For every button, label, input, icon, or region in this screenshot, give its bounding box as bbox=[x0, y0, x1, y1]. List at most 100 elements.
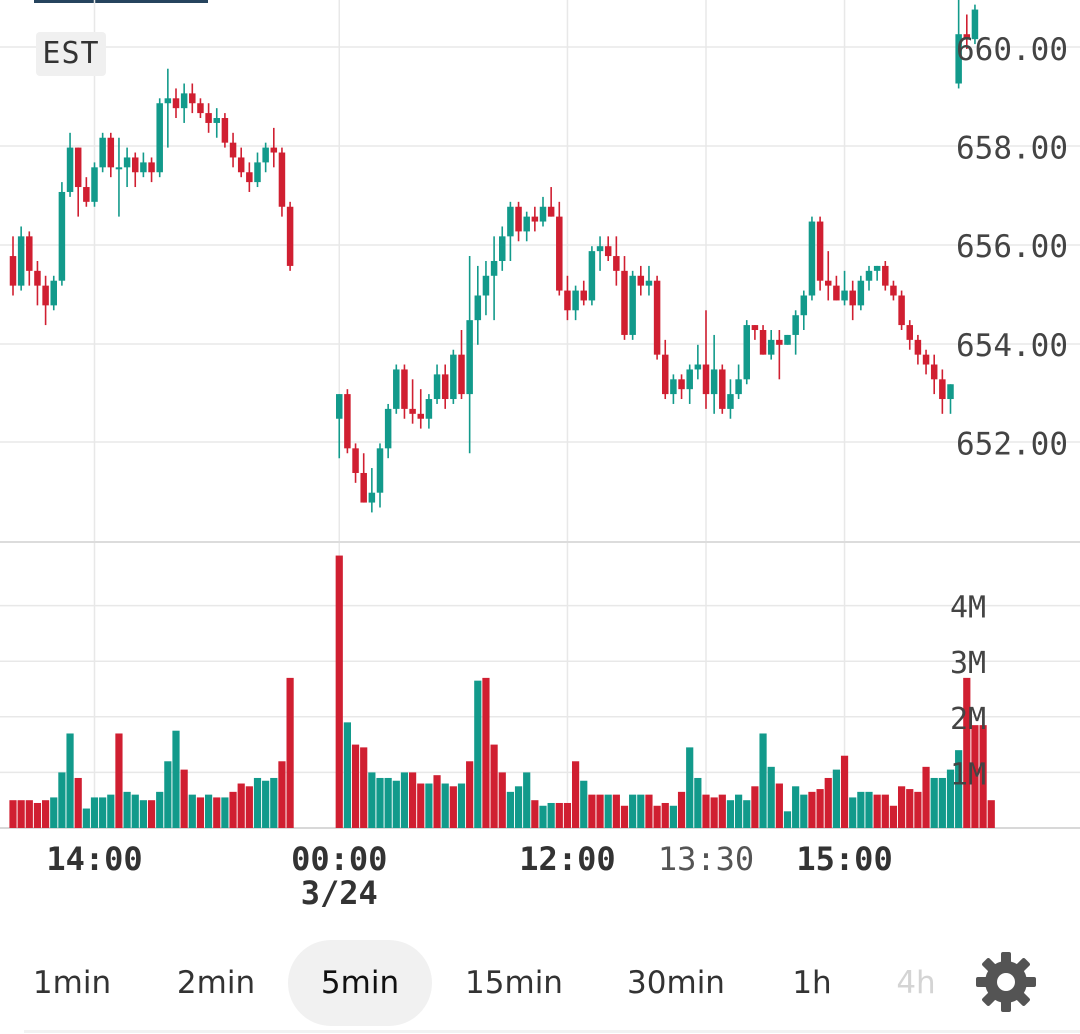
candle-body bbox=[670, 379, 677, 395]
volume-bar bbox=[840, 755, 849, 828]
volume-bar bbox=[588, 794, 596, 828]
volume-bar bbox=[433, 775, 441, 828]
price-tick-label: 658.00 bbox=[956, 131, 1068, 167]
timezone-badge[interactable]: EST bbox=[36, 32, 106, 76]
candle-body bbox=[197, 103, 204, 114]
candle-body bbox=[91, 167, 98, 202]
volume-bar bbox=[751, 786, 759, 828]
candle-body bbox=[694, 364, 702, 370]
candle-body bbox=[596, 246, 604, 252]
volume-bar bbox=[9, 800, 17, 828]
volume-bar bbox=[229, 791, 237, 828]
timeframe-1h[interactable]: 1h bbox=[792, 965, 832, 1001]
candle-body bbox=[939, 379, 946, 400]
volume-bar bbox=[677, 791, 686, 828]
volume-bar bbox=[849, 797, 857, 828]
timeframe-15min[interactable]: 15min bbox=[465, 965, 563, 1001]
candle-body bbox=[450, 354, 457, 400]
gear-icon[interactable] bbox=[974, 950, 1038, 1014]
candle-body bbox=[441, 374, 449, 400]
candle-body bbox=[17, 236, 25, 286]
volume-bar bbox=[147, 800, 156, 828]
timeframe-5min[interactable]: 5min bbox=[288, 940, 432, 1026]
time-tick-label: 15:00 bbox=[796, 840, 892, 878]
volume-bar bbox=[123, 791, 131, 828]
candle-body bbox=[9, 256, 17, 286]
candle-body bbox=[482, 275, 490, 296]
price-tick-label: 660.00 bbox=[956, 32, 1068, 68]
candle-body bbox=[425, 399, 433, 419]
candle-body bbox=[922, 354, 930, 365]
candle-body bbox=[278, 152, 286, 207]
candle-body bbox=[83, 187, 90, 202]
candle-body bbox=[629, 275, 636, 335]
candle-body bbox=[507, 206, 514, 237]
candle-body bbox=[800, 295, 808, 316]
volume-bar bbox=[498, 772, 506, 828]
timeframe-2min[interactable]: 2min bbox=[176, 965, 256, 1001]
candle-body bbox=[466, 320, 473, 395]
timeframe-30min[interactable]: 30min bbox=[627, 965, 725, 1001]
candle-body bbox=[458, 354, 465, 395]
candle-body bbox=[792, 315, 799, 335]
candle-body bbox=[205, 113, 212, 123]
volume-bar bbox=[955, 750, 963, 828]
candle-body bbox=[808, 221, 816, 296]
timeframe-4h[interactable]: 4h bbox=[896, 965, 936, 1001]
volume-bar bbox=[262, 780, 270, 828]
candle-body bbox=[286, 206, 294, 266]
volume-bar bbox=[572, 761, 580, 828]
volume-bar bbox=[58, 772, 66, 828]
candle-body bbox=[237, 157, 245, 173]
volume-bar bbox=[718, 794, 726, 828]
volume-bar bbox=[857, 791, 865, 828]
candle-body bbox=[719, 369, 726, 409]
candle-body bbox=[759, 330, 767, 355]
time-tick-label: 00:00 bbox=[291, 840, 387, 878]
candle-body bbox=[767, 339, 775, 355]
volume-bar bbox=[743, 800, 751, 828]
candle-body bbox=[849, 290, 856, 306]
candle-body bbox=[376, 448, 384, 493]
volume-bar bbox=[237, 783, 245, 828]
volume-bar bbox=[74, 777, 82, 828]
candle-body bbox=[115, 167, 123, 170]
candle-body bbox=[710, 369, 718, 395]
volume-bar bbox=[523, 772, 531, 828]
candle-body bbox=[963, 34, 971, 40]
volume-bar bbox=[637, 794, 645, 828]
time-tick-label: 14:00 bbox=[46, 840, 142, 878]
volume-bar bbox=[425, 783, 433, 828]
volume-bar bbox=[270, 777, 278, 828]
volume-bar bbox=[188, 794, 196, 828]
volume-bar bbox=[514, 786, 523, 828]
candle-body bbox=[107, 137, 115, 168]
volume-bar bbox=[482, 677, 490, 828]
candle-body bbox=[930, 364, 938, 380]
price-tick-label: 652.00 bbox=[956, 426, 1068, 462]
candle-body bbox=[776, 339, 783, 345]
candle-body bbox=[784, 334, 791, 345]
timeframe-1min[interactable]: 1min bbox=[32, 965, 112, 1001]
volume-bar bbox=[735, 794, 743, 828]
candle-body bbox=[34, 270, 41, 286]
candle-body bbox=[26, 236, 33, 271]
volume-bar bbox=[131, 794, 139, 828]
volume-bar bbox=[645, 794, 653, 828]
volume-bar bbox=[506, 791, 514, 828]
volume-bar bbox=[417, 783, 425, 828]
candle-body bbox=[947, 384, 954, 400]
volume-bar bbox=[710, 797, 718, 828]
volume-bar bbox=[759, 733, 767, 828]
candle-body bbox=[816, 221, 824, 281]
volume-tick-label: 2M bbox=[950, 702, 986, 737]
volume-bar bbox=[596, 794, 604, 828]
volume-bar bbox=[800, 794, 808, 828]
candlestick-volume-chart[interactable]: 652.00 654.00 656.00 658.00 660.00 1M 2M 3M 4M 14… bbox=[0, 0, 1080, 940]
volume-bar bbox=[963, 677, 971, 828]
candle-body bbox=[123, 157, 131, 168]
volume-bar bbox=[987, 800, 995, 828]
volume-bar bbox=[441, 783, 449, 828]
candle-body bbox=[678, 379, 685, 390]
candle-body bbox=[254, 162, 261, 183]
